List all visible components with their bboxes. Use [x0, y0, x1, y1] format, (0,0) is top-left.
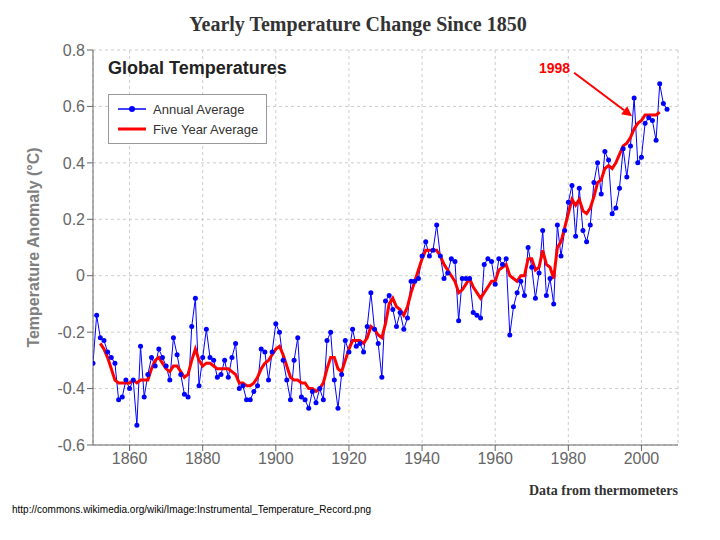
svg-text:-0.2: -0.2: [57, 324, 85, 341]
svg-text:1920: 1920: [331, 450, 367, 467]
svg-text:1880: 1880: [185, 450, 221, 467]
html-text:Annual Average: Annual Average: [153, 101, 245, 117]
svg-text:-0.4: -0.4: [57, 380, 85, 397]
svg-text:1960: 1960: [477, 450, 513, 467]
svg-text:1940: 1940: [404, 450, 440, 467]
svg-text:1900: 1900: [258, 450, 294, 467]
svg-text:1860: 1860: [112, 450, 148, 467]
html-text:Data from thermometers: Data from thermometers: [529, 483, 678, 498]
svg-text:0.4: 0.4: [63, 155, 85, 172]
html-text:Global Temperatures: Global Temperatures: [108, 58, 287, 78]
svg-text:2000: 2000: [624, 450, 660, 467]
svg-text:0: 0: [76, 267, 85, 284]
svg-text:0.2: 0.2: [63, 211, 85, 228]
svg-text:1980: 1980: [551, 450, 587, 467]
svg-text:Temperature Anomaly (°C): Temperature Anomaly (°C): [25, 147, 42, 347]
svg-text:-0.6: -0.6: [57, 437, 85, 454]
html-text:http://commons.wikimedia.org/w: http://commons.wikimedia.org/wiki/Image:…: [12, 504, 372, 515]
svg-text:1998: 1998: [539, 60, 570, 76]
html-text:Yearly Temperature Change Sinc: Yearly Temperature Change Since 1850: [189, 13, 527, 35]
svg-text:0.6: 0.6: [63, 98, 85, 115]
svg-text:0.8: 0.8: [63, 42, 85, 59]
html-text:Five Year Average: Five Year Average: [153, 121, 259, 137]
